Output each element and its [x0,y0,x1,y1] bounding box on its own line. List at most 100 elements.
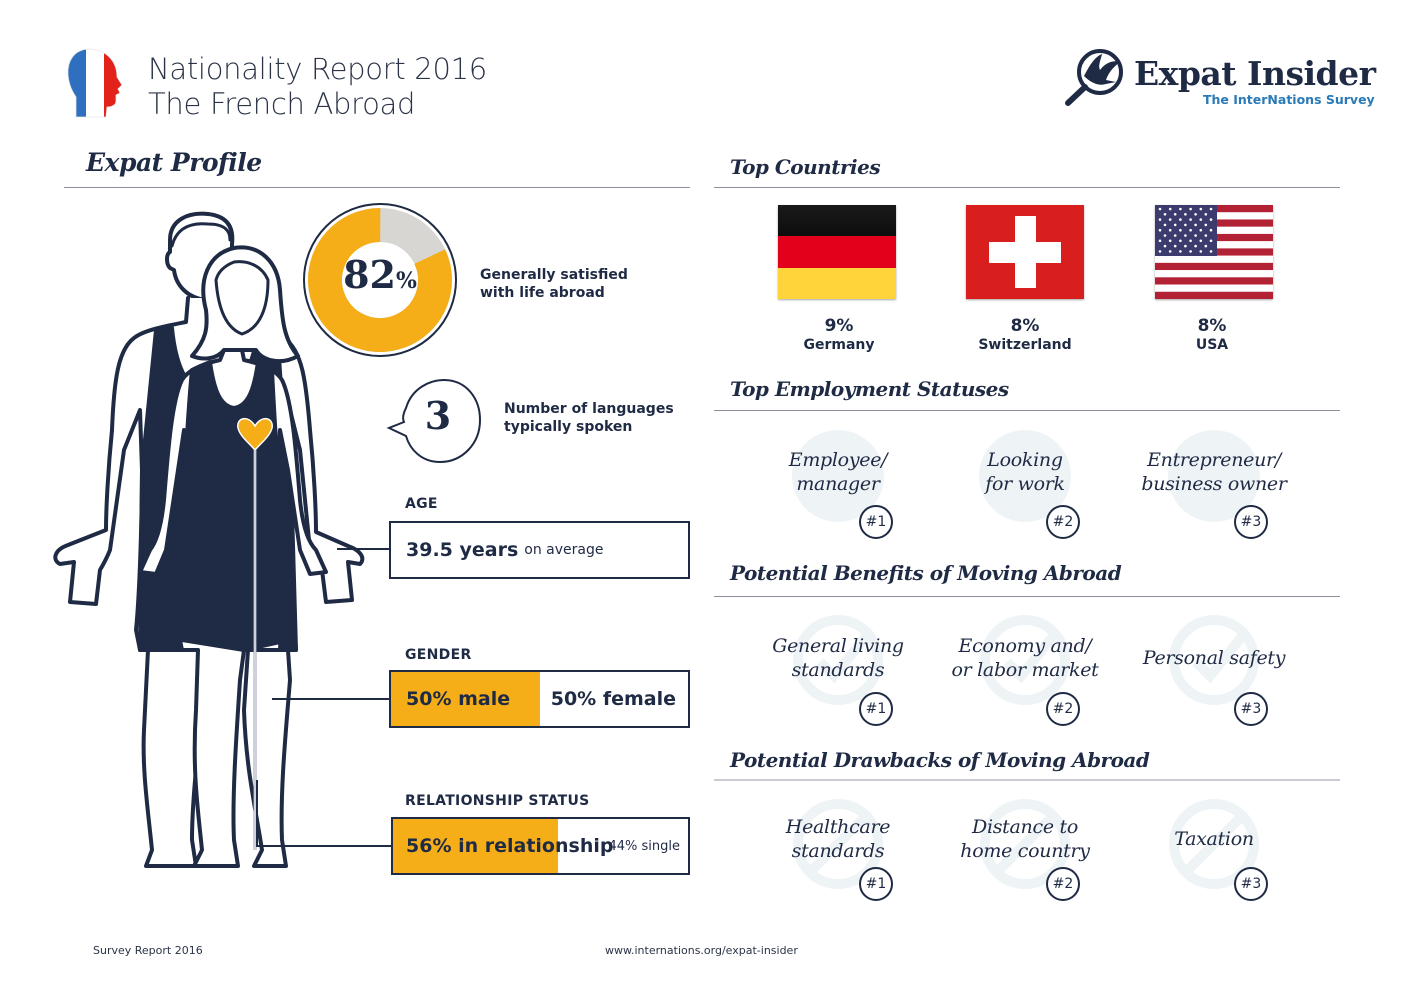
item-line2: standards [791,659,885,681]
checkmark-watermark-icon [1169,615,1259,705]
rank-badge: #1 [859,692,893,726]
gender-connector-line [272,698,390,700]
age-suffix: on average [524,542,604,558]
satisfaction-number: 82 [343,252,396,297]
item-line2: standards [791,840,885,862]
rank-badge: #3 [1234,505,1268,539]
country-pct-1: 9% [824,316,854,336]
single-text: 44% single [608,838,680,854]
checkmark-watermark-icon [980,615,1070,705]
gender-male-fill [391,672,540,726]
checkmark-watermark-icon [793,615,883,705]
report-title-line2: The French Abroad [148,87,416,121]
country-name-1: Germany [803,337,875,353]
relationship-fill [393,819,559,873]
rank-badge: #3 [1234,867,1268,901]
briefcase-watermark-icon [1168,430,1260,522]
country-pct-2: 8% [1010,316,1040,336]
country-pct-3: 8% [1197,316,1227,336]
speech-bubble-icon [386,378,482,464]
item-line1: General living [772,635,904,657]
country-name-2: Switzerland [978,337,1072,353]
employment-item-2: Looking for work [930,448,1120,496]
expat-profile-divider [64,187,690,188]
drawbacks-divider [714,779,1340,781]
satisfaction-value: 82% [302,252,458,297]
magnifier-bird-logo-icon [1065,49,1123,106]
top-countries-title: Top Countries [730,155,881,179]
item-line1: Healthcare [785,816,891,838]
age-value: 39.5 years [406,539,519,561]
age-label: AGE [405,496,438,512]
rank-badge: #2 [1046,692,1080,726]
report-title: Nationality Report 2016 The French Abroa… [148,52,487,122]
languages-number: 3 [424,393,452,438]
languages-text-line1: Number of languages [504,401,674,417]
employment-divider [714,410,1340,411]
french-flag-head-icon [67,48,123,118]
benefits-item-3: Personal safety [1119,646,1309,670]
employment-title: Top Employment Statuses [730,377,1009,401]
drawbacks-title: Potential Drawbacks of Moving Abroad [730,748,1150,772]
employment-item-3: Entrepreneur/business owner [1119,448,1309,496]
relationship-connector-line [256,845,391,847]
item-line1: Entrepreneur/ [1147,449,1281,471]
item-line2: business owner [1141,473,1287,495]
logo-name: Expat Insider [1134,54,1376,93]
item-line1: Looking [987,449,1063,471]
gender-label: GENDER [405,647,472,663]
age-box: 39.5 years on average [389,521,690,579]
benefits-item-1: General living standards [743,634,933,682]
relationship-connector-vertical [256,780,258,846]
expat-profile-title: Expat Profile [86,148,262,177]
satisfaction-donut [303,203,457,357]
age-value-group: 39.5 years on average [406,523,603,577]
item-line2: or labor market [951,659,1099,681]
relationship-label: RELATIONSHIP STATUS [405,793,590,809]
benefits-item-2: Economy and/or labor market [930,634,1120,682]
switzerland-flag [966,205,1084,299]
item-line2: for work [985,473,1065,495]
prohibited-watermark-icon [793,799,883,889]
gender-male-text: 50% male [406,688,511,710]
couple-illustration [53,211,365,868]
languages-description: Number of languages typically spoken [504,400,674,436]
item-line1: Personal safety [1142,647,1286,669]
rank-badge: #1 [859,867,893,901]
item-line1: Distance to [972,816,1078,838]
rank-badge: #1 [859,505,893,539]
rank-badge: #3 [1234,692,1268,726]
item-line2: home country [960,840,1090,862]
relationship-bar: 56% in relationship 44% single [391,817,690,875]
benefits-title: Potential Benefits of Moving Abroad [730,561,1122,585]
usa-flag [1155,205,1273,299]
briefcase-watermark-icon [979,430,1071,522]
item-line1: Taxation [1174,828,1254,850]
germany-flag [778,205,896,299]
relationship-text: 56% in relationship [406,835,614,857]
item-line1: Employee/ [788,449,888,471]
prohibited-watermark-icon [980,799,1070,889]
footer-url[interactable]: www.internations.org/expat-insider [605,944,798,957]
satisfaction-description: Generally satisfied with life abroad [480,266,628,302]
item-line1: Economy and/ [958,635,1092,657]
age-connector-line [337,548,390,550]
donut-value-arc [308,208,452,352]
rank-badge: #2 [1046,505,1080,539]
report-title-line1: Nationality Report 2016 [148,52,487,86]
country-name-3: USA [1195,337,1229,353]
gender-bar: 50% male 50% female [389,670,690,728]
top-countries-divider [714,187,1340,188]
logo-tagline: The InterNations Survey [1203,92,1375,107]
gender-female-text: 50% female [550,688,676,710]
satisfaction-text-line1: Generally satisfied [480,267,628,283]
prohibited-watermark-icon [1169,799,1259,889]
footer-survey-report: Survey Report 2016 [93,944,203,957]
item-line2: manager [796,473,880,495]
briefcase-watermark-icon [792,430,884,522]
drawbacks-item-1: Healthcare standards [743,815,933,863]
benefits-divider [714,596,1340,597]
satisfaction-text-line2: with life abroad [480,285,605,301]
drawbacks-item-3: Taxation [1119,827,1309,851]
rank-badge: #2 [1046,867,1080,901]
